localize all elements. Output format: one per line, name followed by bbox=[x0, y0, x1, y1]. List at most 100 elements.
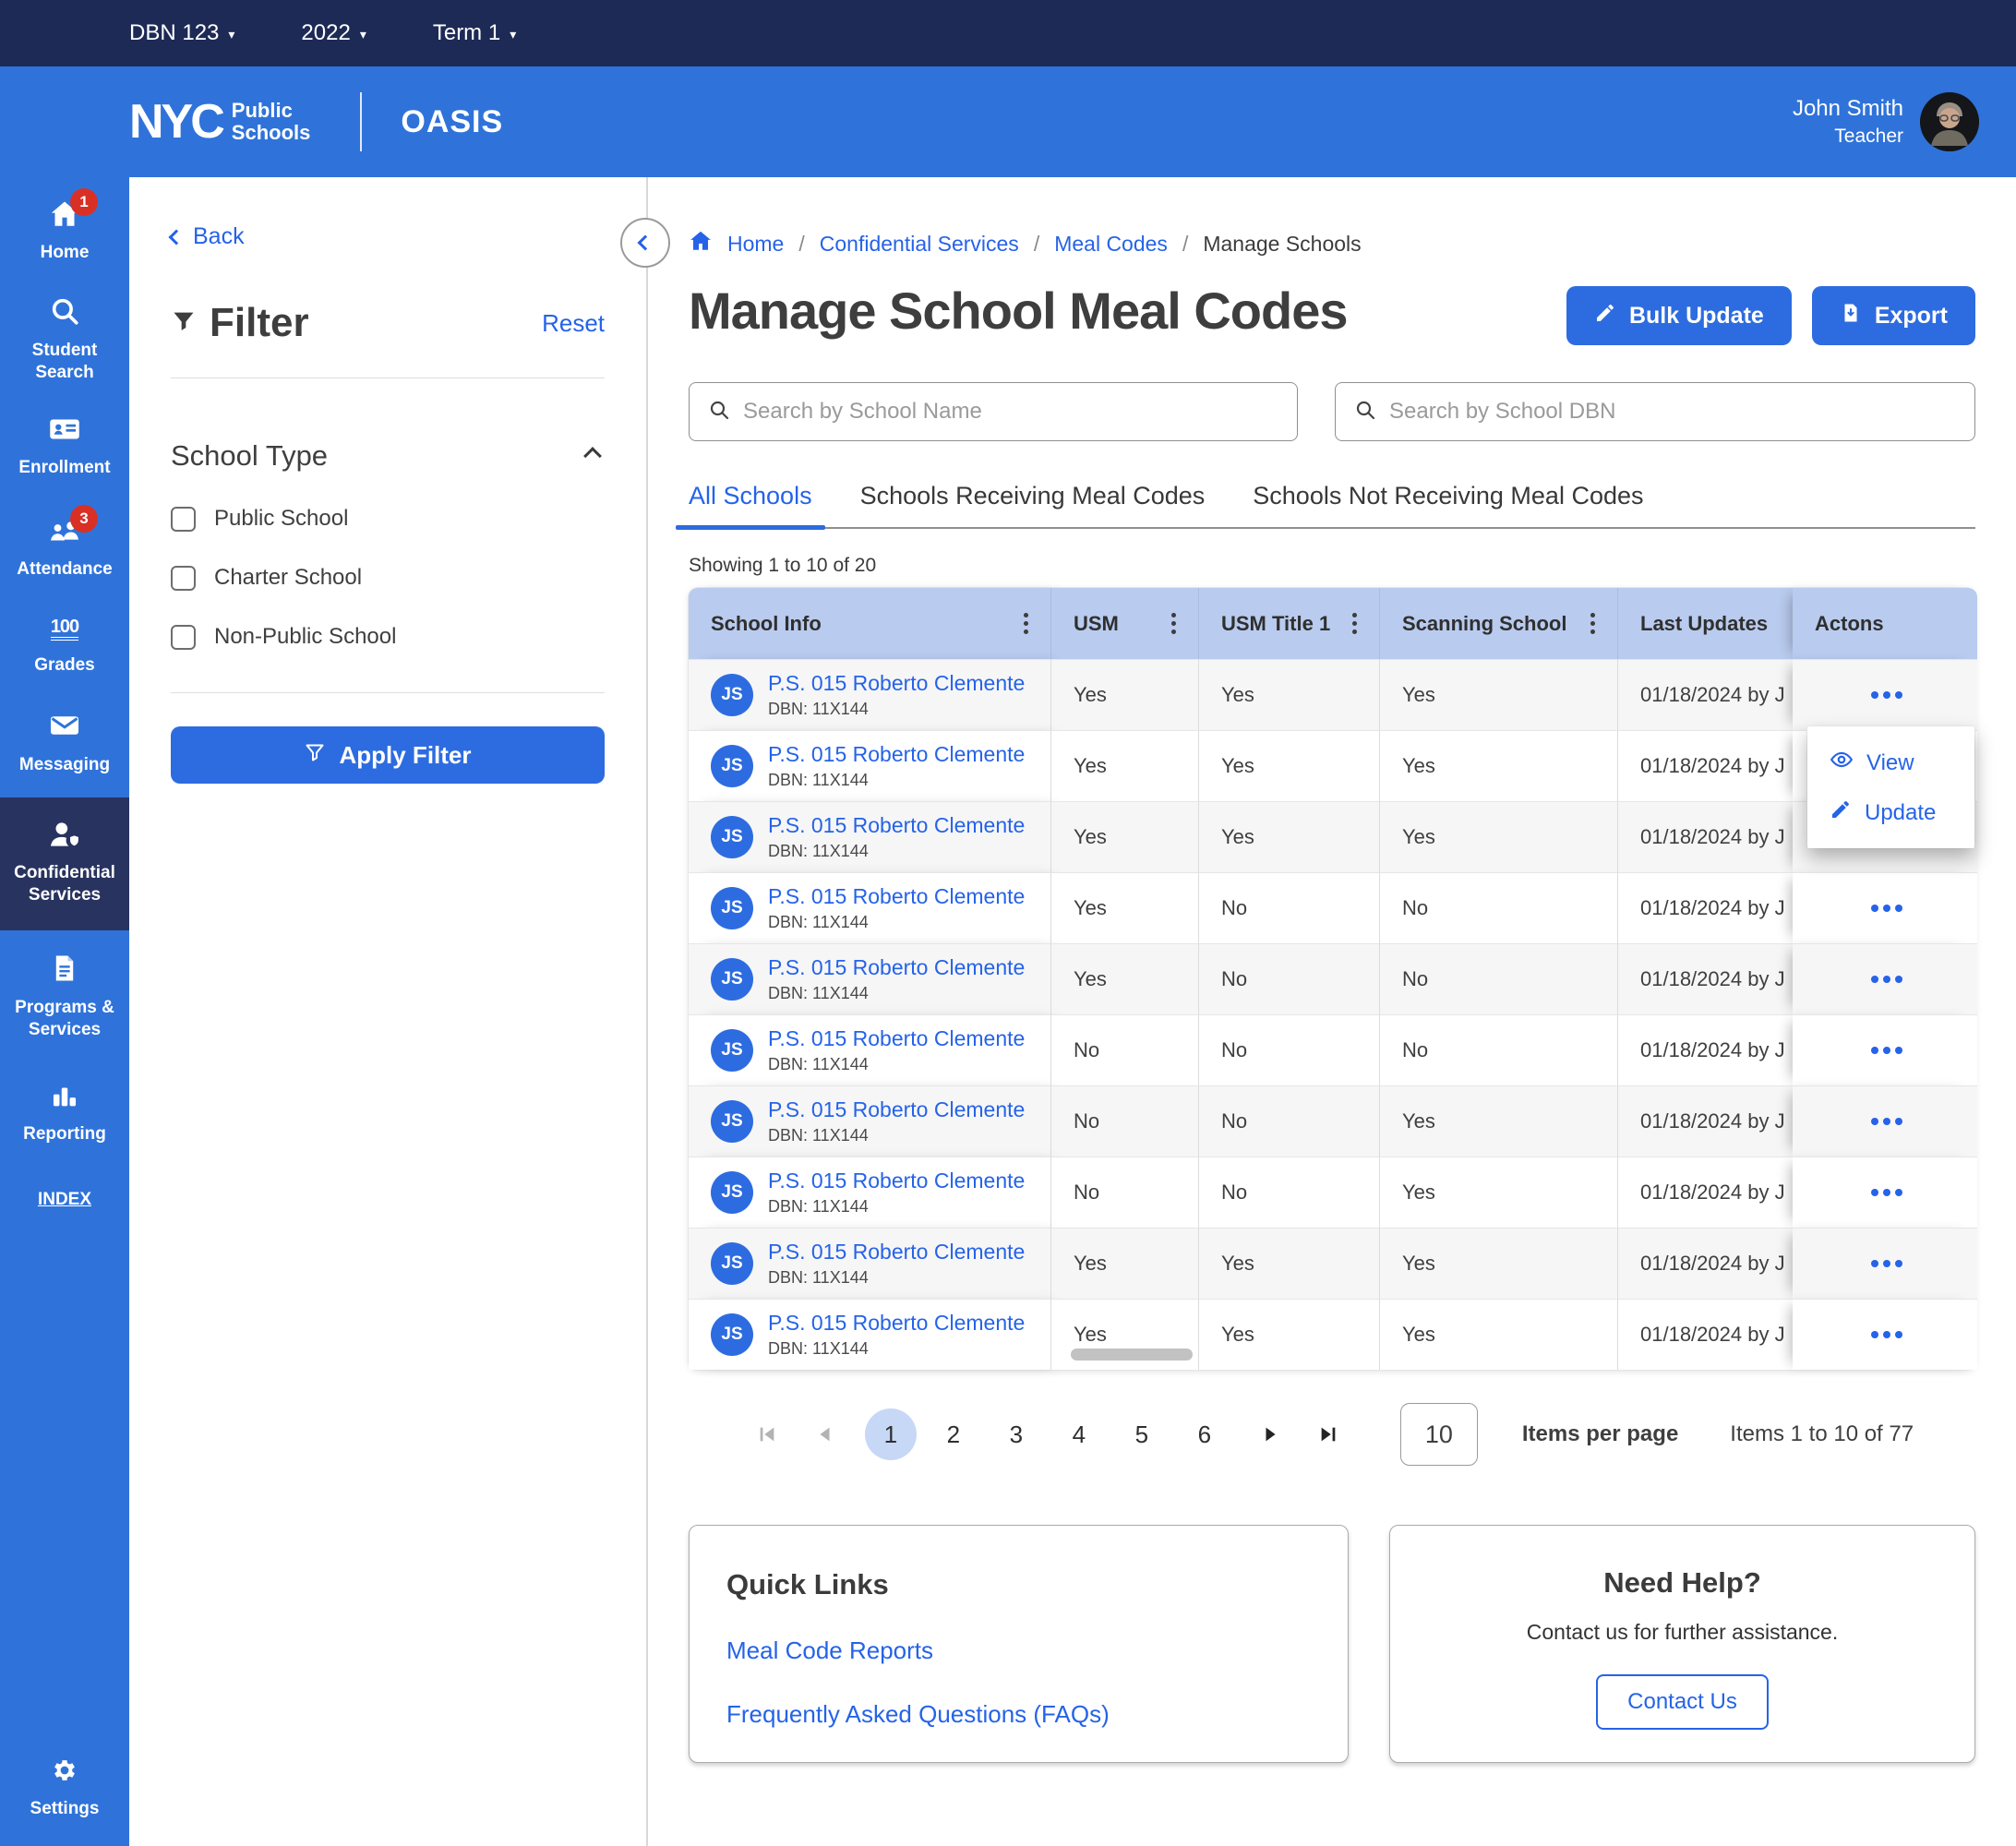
previous-page-button[interactable] bbox=[808, 1418, 841, 1451]
page-number[interactable]: 6 bbox=[1197, 1420, 1212, 1448]
row-actions-ellipsis-icon[interactable] bbox=[1815, 905, 1959, 912]
row-actions-ellipsis-icon[interactable] bbox=[1815, 1189, 1959, 1196]
school-name-link[interactable]: P.S. 015 Roberto Clemente bbox=[768, 1026, 1026, 1050]
sidebar-item-enrollment[interactable]: Enrollment bbox=[0, 414, 129, 479]
sidebar-item-student-search[interactable]: Student Search bbox=[0, 297, 129, 384]
sidebar-item-reporting[interactable]: Reporting bbox=[0, 1081, 129, 1145]
sidebar-item-settings[interactable]: Settings bbox=[0, 1756, 129, 1820]
search-school-dbn-input[interactable] bbox=[1389, 399, 1956, 425]
horizontal-scrollbar-thumb[interactable] bbox=[1071, 1349, 1193, 1361]
school-name-link[interactable]: P.S. 015 Roberto Clemente bbox=[768, 1311, 1026, 1335]
term-dropdown[interactable]: Term 1 ▾ bbox=[433, 20, 516, 46]
sidebar-item-index[interactable]: INDEX bbox=[37, 1190, 92, 1209]
column-menu-icon[interactable] bbox=[1349, 609, 1361, 638]
row-actions-ellipsis-icon[interactable] bbox=[1815, 1118, 1959, 1125]
tab-schools-receiving[interactable]: Schools Receiving Meal Codes bbox=[859, 482, 1206, 509]
school-type-section-title: School Type bbox=[171, 439, 329, 472]
next-page-button[interactable] bbox=[1254, 1418, 1288, 1451]
nyc-schools-logo: NYC Public Schools bbox=[129, 98, 310, 146]
user-menu[interactable]: John Smith Teacher bbox=[1793, 92, 1979, 151]
view-menu-item[interactable]: View bbox=[1830, 748, 1974, 778]
year-dropdown[interactable]: 2022 ▾ bbox=[301, 20, 366, 46]
sidebar-item-home[interactable]: 1 Home bbox=[0, 188, 129, 264]
usm-title-1-cell: Yes bbox=[1198, 1299, 1379, 1370]
year-dropdown-label: 2022 bbox=[301, 20, 351, 45]
tab-all-schools[interactable]: All Schools bbox=[676, 482, 825, 530]
bulk-update-button[interactable]: Bulk Update bbox=[1566, 286, 1792, 345]
row-actions-ellipsis-icon[interactable] bbox=[1815, 691, 1959, 699]
page-number[interactable]: 4 bbox=[1072, 1420, 1086, 1448]
usm-cell: Yes bbox=[1050, 872, 1198, 943]
checkbox-non-public-school[interactable]: Non-Public School bbox=[171, 624, 605, 650]
page-number[interactable]: 2 bbox=[946, 1420, 961, 1448]
last-page-button[interactable] bbox=[1312, 1418, 1345, 1451]
checkbox-public-school[interactable]: Public School bbox=[171, 506, 605, 532]
back-link[interactable]: Back bbox=[168, 223, 245, 250]
usm-title-1-cell: Yes bbox=[1198, 659, 1379, 730]
meal-code-reports-link[interactable]: Meal Code Reports bbox=[726, 1636, 933, 1664]
scanning-school-cell: Yes bbox=[1379, 659, 1617, 730]
school-info-cell: JS P.S. 015 Roberto Clemente DBN: 11X144 bbox=[689, 659, 1050, 730]
page-number[interactable]: 3 bbox=[1009, 1420, 1024, 1448]
row-actions-ellipsis-icon[interactable] bbox=[1815, 976, 1959, 983]
avatar[interactable] bbox=[1920, 92, 1979, 151]
breadcrumb-home[interactable]: Home bbox=[727, 231, 785, 256]
home-icon[interactable] bbox=[689, 229, 713, 258]
chevron-up-icon[interactable] bbox=[583, 447, 602, 465]
search-icon bbox=[49, 295, 80, 331]
checkbox-box[interactable] bbox=[171, 506, 196, 532]
items-per-page-select[interactable]: 10 bbox=[1399, 1403, 1478, 1466]
school-name-link[interactable]: P.S. 015 Roberto Clemente bbox=[768, 884, 1026, 908]
panel-divider bbox=[646, 177, 648, 1846]
column-menu-icon[interactable] bbox=[1020, 609, 1032, 638]
envelope-icon bbox=[48, 709, 81, 747]
school-name-link[interactable]: P.S. 015 Roberto Clemente bbox=[768, 1097, 1026, 1121]
row-actions-ellipsis-icon[interactable] bbox=[1815, 1047, 1959, 1054]
checkbox-box[interactable] bbox=[171, 624, 196, 650]
row-actions-ellipsis-icon[interactable] bbox=[1815, 1331, 1959, 1338]
divider bbox=[171, 692, 605, 693]
school-name-link[interactable]: P.S. 015 Roberto Clemente bbox=[768, 1169, 1026, 1193]
reset-button[interactable]: Reset bbox=[542, 308, 605, 337]
view-label: View bbox=[1866, 749, 1914, 775]
faqs-link[interactable]: Frequently Asked Questions (FAQs) bbox=[726, 1700, 1110, 1728]
breadcrumb-meal-codes[interactable]: Meal Codes bbox=[1054, 231, 1168, 256]
export-button[interactable]: Export bbox=[1811, 286, 1975, 345]
row-actions-ellipsis-icon[interactable] bbox=[1815, 1260, 1959, 1267]
sidebar-item-attendance[interactable]: 3 Attendance bbox=[0, 505, 129, 581]
sidebar-item-confidential-services[interactable]: Confidential Services bbox=[0, 797, 129, 930]
school-name-link[interactable]: P.S. 015 Roberto Clemente bbox=[768, 671, 1026, 695]
pagination: 1 2 3 4 5 6 10 Items per page Items 1 to 10 o… bbox=[689, 1403, 1975, 1466]
checkbox-charter-school[interactable]: Charter School bbox=[171, 565, 605, 591]
breadcrumb: Home / Confidential Services / Meal Code… bbox=[689, 229, 1975, 258]
page-number[interactable]: 1 bbox=[864, 1408, 917, 1460]
usm-cell: No bbox=[1050, 1157, 1198, 1228]
tab-schools-not-receiving[interactable]: Schools Not Receiving Meal Codes bbox=[1253, 482, 1644, 509]
sidebar-item-label: Home bbox=[40, 243, 90, 262]
apply-filter-button[interactable]: Apply Filter bbox=[171, 726, 605, 784]
dbn-dropdown[interactable]: DBN 123 ▾ bbox=[129, 20, 234, 46]
need-help-title: Need Help? bbox=[1603, 1566, 1761, 1599]
search-school-name-input[interactable] bbox=[743, 399, 1278, 425]
breadcrumb-confidential-services[interactable]: Confidential Services bbox=[819, 231, 1019, 256]
school-dbn: DBN: 11X144 bbox=[768, 771, 869, 789]
school-name-link[interactable]: P.S. 015 Roberto Clemente bbox=[768, 955, 1026, 979]
school-name-link[interactable]: P.S. 015 Roberto Clemente bbox=[768, 742, 1026, 766]
checkbox-box[interactable] bbox=[171, 565, 196, 591]
contact-us-button[interactable]: Contact Us bbox=[1596, 1674, 1769, 1730]
back-label: Back bbox=[193, 223, 245, 249]
page-number[interactable]: 5 bbox=[1134, 1420, 1149, 1448]
school-info-cell: JS P.S. 015 Roberto Clemente DBN: 11X144 bbox=[689, 1299, 1050, 1370]
school-avatar: JS bbox=[711, 958, 753, 1001]
schools-table-card: School Info USM USM Title 1 Scanning Sch… bbox=[689, 588, 1977, 1370]
school-name-link[interactable]: P.S. 015 Roberto Clemente bbox=[768, 1240, 1026, 1264]
school-name-link[interactable]: P.S. 015 Roberto Clemente bbox=[768, 813, 1026, 837]
column-menu-icon[interactable] bbox=[1168, 609, 1180, 638]
first-page-button[interactable] bbox=[750, 1418, 784, 1451]
column-menu-icon[interactable] bbox=[1587, 609, 1599, 638]
update-menu-item[interactable]: Update bbox=[1830, 798, 1974, 827]
sidebar-item-messaging[interactable]: Messaging bbox=[0, 712, 129, 776]
collapse-panel-button[interactable] bbox=[620, 218, 670, 268]
sidebar-item-programs-services[interactable]: Programs & Services bbox=[0, 954, 129, 1041]
sidebar-item-grades[interactable]: 100 Grades bbox=[0, 612, 129, 677]
